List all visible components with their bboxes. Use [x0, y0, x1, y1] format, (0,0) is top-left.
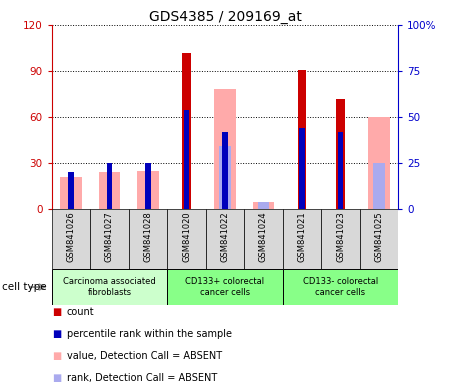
Bar — [298, 70, 306, 209]
Text: percentile rank within the sample: percentile rank within the sample — [67, 329, 232, 339]
Bar — [244, 209, 283, 269]
Text: GSM841027: GSM841027 — [105, 211, 114, 262]
Text: value, Detection Call = ABSENT: value, Detection Call = ABSENT — [67, 351, 222, 361]
Text: ■: ■ — [52, 373, 61, 383]
Text: ■: ■ — [52, 307, 61, 317]
Bar — [258, 202, 269, 209]
Bar — [99, 172, 120, 209]
Bar — [253, 202, 274, 209]
Bar — [321, 209, 360, 269]
Bar — [182, 53, 191, 209]
Bar — [184, 110, 189, 209]
Bar — [206, 209, 244, 269]
Bar — [360, 209, 398, 269]
Text: GSM841024: GSM841024 — [259, 211, 268, 262]
Text: GSM841028: GSM841028 — [144, 211, 153, 262]
Text: GDS4385 / 209169_at: GDS4385 / 209169_at — [148, 10, 302, 23]
Bar — [219, 146, 231, 209]
Bar — [52, 209, 90, 269]
Bar — [52, 269, 167, 305]
Text: GSM841021: GSM841021 — [297, 211, 306, 262]
Text: CD133- colorectal
cancer cells: CD133- colorectal cancer cells — [303, 277, 378, 297]
Bar — [90, 209, 129, 269]
Bar — [167, 269, 283, 305]
Text: ■: ■ — [52, 351, 61, 361]
Text: rank, Detection Call = ABSENT: rank, Detection Call = ABSENT — [67, 373, 217, 383]
Bar — [222, 132, 228, 209]
Bar — [338, 132, 343, 209]
Text: count: count — [67, 307, 94, 317]
Text: GSM841023: GSM841023 — [336, 211, 345, 262]
Text: cell type: cell type — [2, 282, 47, 292]
Bar — [336, 99, 345, 209]
Bar — [60, 177, 81, 209]
Text: GSM841025: GSM841025 — [374, 211, 383, 262]
Text: CD133+ colorectal
cancer cells: CD133+ colorectal cancer cells — [185, 277, 265, 297]
Bar — [167, 209, 206, 269]
Bar — [145, 163, 151, 209]
Bar — [283, 269, 398, 305]
Bar — [68, 172, 74, 209]
Text: ■: ■ — [52, 329, 61, 339]
Text: GSM841022: GSM841022 — [220, 211, 230, 262]
Text: GSM841020: GSM841020 — [182, 211, 191, 262]
Bar — [369, 117, 390, 209]
Text: Carcinoma associated
fibroblasts: Carcinoma associated fibroblasts — [63, 277, 156, 297]
Bar — [129, 209, 167, 269]
Bar — [107, 163, 112, 209]
Bar — [214, 89, 236, 209]
Bar — [137, 171, 158, 209]
Bar — [373, 163, 385, 209]
Bar — [299, 128, 305, 209]
Bar — [283, 209, 321, 269]
Text: GSM841026: GSM841026 — [67, 211, 76, 262]
